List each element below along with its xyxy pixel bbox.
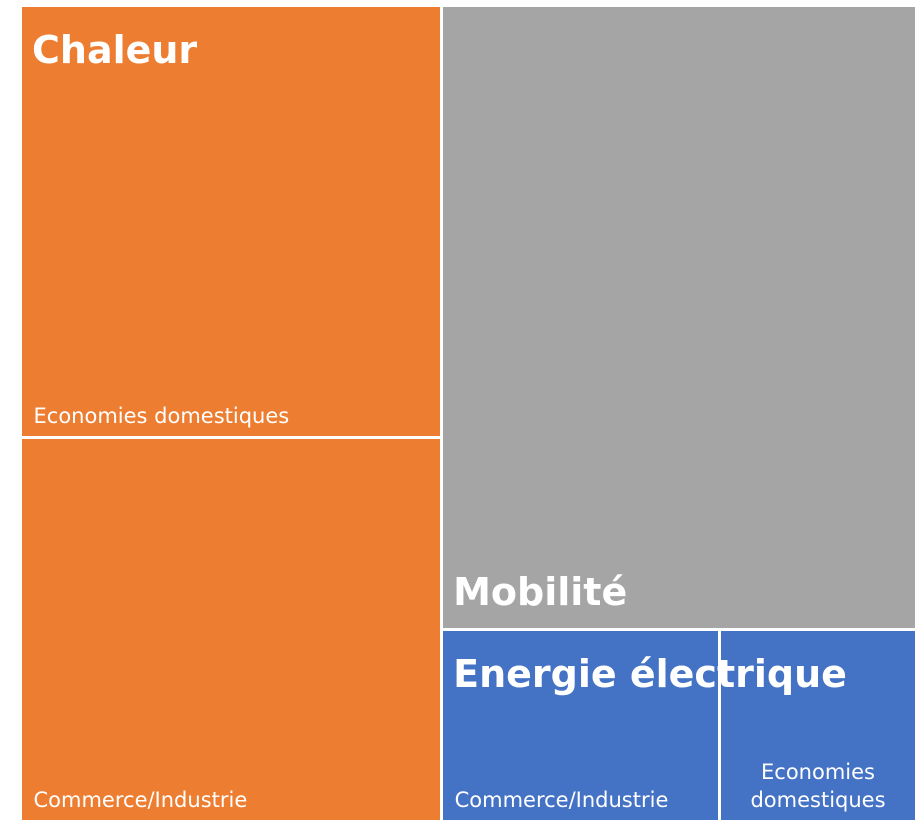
treemap-tile: Commerce/Industrie — [442, 630, 718, 821]
group-label: Energie électrique — [453, 652, 847, 697]
treemap-tile — [442, 6, 916, 628]
tile-label: Economies domestiques — [750, 760, 886, 813]
tile-label: Commerce/Industrie — [454, 788, 669, 813]
tile-label: Economies domestiques — [33, 403, 290, 428]
tile-label: Commerce/Industrie — [33, 788, 248, 813]
treemap-tile: Economies domestiques — [720, 630, 916, 821]
treemap-tile: Commerce/Industrie — [21, 438, 440, 821]
treemap-tile: Economies domestiques — [21, 6, 440, 436]
group-label: Chaleur — [32, 28, 198, 72]
group-label: Mobilité — [453, 570, 628, 615]
